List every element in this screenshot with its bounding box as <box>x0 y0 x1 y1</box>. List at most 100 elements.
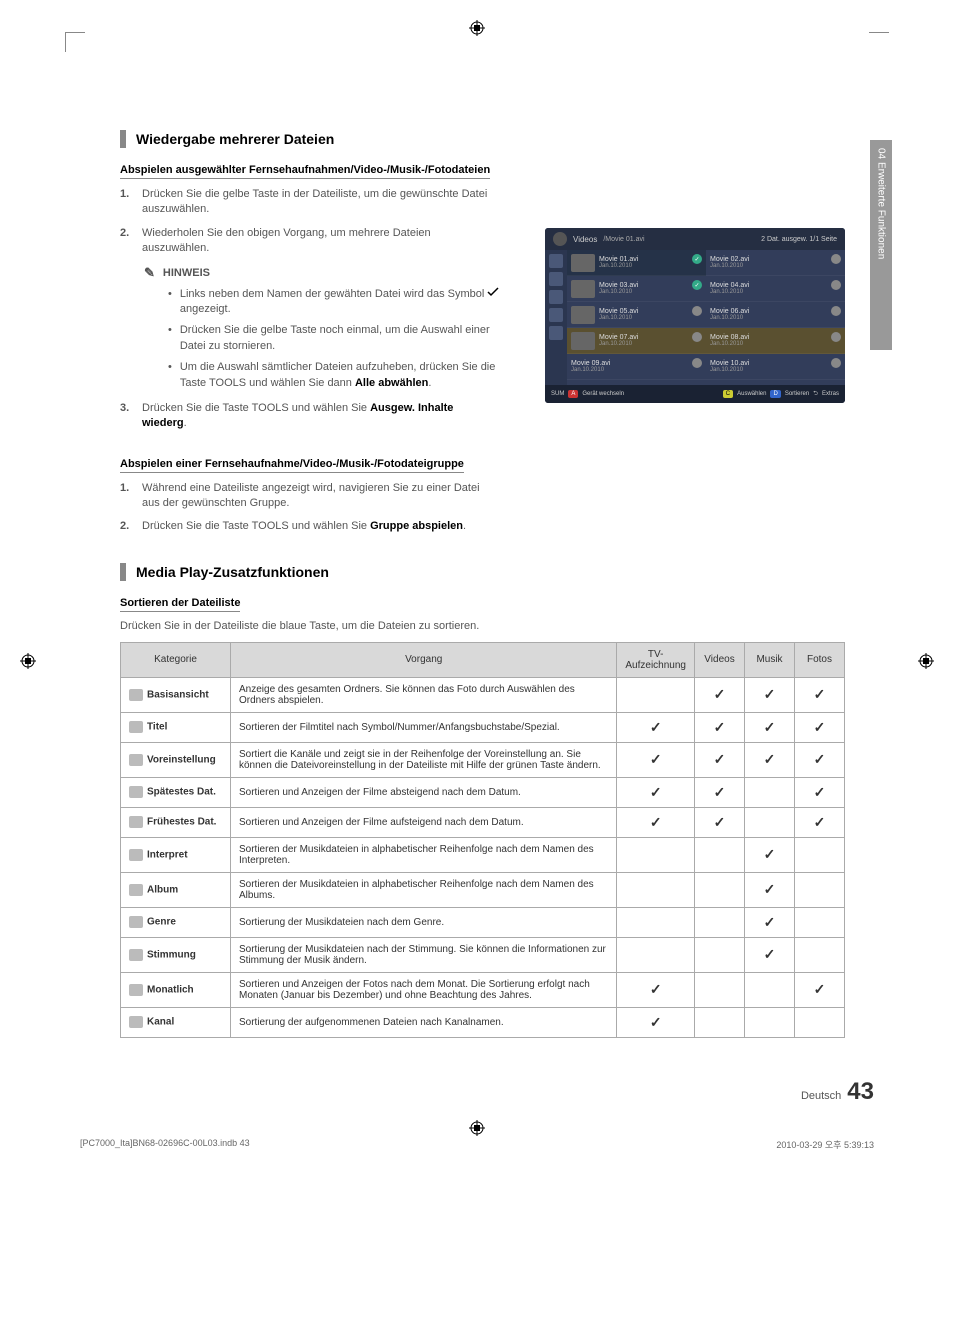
category-cell: Spätestes Dat. <box>121 777 231 807</box>
photos-cell: ✓ <box>795 712 845 742</box>
category-icon <box>129 721 143 733</box>
tv-cell <box>617 937 695 972</box>
media-check-icon: ✓ <box>692 254 702 264</box>
page-footer: Deutsch 43 <box>801 1078 874 1106</box>
media-item-date: Jan.10.2010 <box>599 315 702 321</box>
table-row: MonatlichSortieren und Anzeigen der Foto… <box>121 972 845 1007</box>
category-icon <box>129 984 143 996</box>
crop-mark-top <box>469 20 485 36</box>
table-row: TitelSortieren der Filmtitel nach Symbol… <box>121 712 845 742</box>
media-thumb <box>571 280 595 298</box>
media-path: /Movie 01.avi <box>603 236 644 243</box>
print-footer: [PC7000_Ita]BN68-02696C-00L03.indb 43 20… <box>80 1138 874 1151</box>
side-tab-label: Erweiterte Funktionen <box>876 162 887 259</box>
checkmark-icon: ✓ <box>764 686 776 703</box>
media-thumb <box>571 306 595 324</box>
crop-mark-bottom <box>469 1120 485 1136</box>
media-thumb <box>571 254 595 272</box>
media-item-name: Movie 05.avi <box>599 308 702 315</box>
videos-cell <box>695 872 745 907</box>
photos-cell: ✓ <box>795 742 845 777</box>
media-status: 2 Dat. ausgew. 1/1 Seite <box>761 236 837 243</box>
operation-cell: Sortiert die Kanäle und zeigt sie in der… <box>231 742 617 777</box>
page-crop-tr <box>869 32 889 52</box>
photos-cell: ✓ <box>795 777 845 807</box>
category-icon <box>129 689 143 701</box>
music-cell: ✓ <box>745 872 795 907</box>
footer-select: Auswählen <box>737 391 766 397</box>
videos-cell <box>695 907 745 937</box>
checkmark-icon: ✓ <box>764 719 776 736</box>
media-item-date: Jan.10.2010 <box>599 263 702 269</box>
step-2: 2. Drücken Sie die Taste TOOLS und wähle… <box>120 519 500 534</box>
category-cell: Monatlich <box>121 972 231 1007</box>
operation-cell: Sortieren der Musikdateien in alphabetis… <box>231 872 617 907</box>
media-item: Movie 04.aviJan.10.2010 <box>706 276 845 302</box>
media-item-date: Jan.10.2010 <box>710 341 841 347</box>
category-icon <box>129 816 143 828</box>
videos-cell: ✓ <box>695 712 745 742</box>
media-item-date: Jan.10.2010 <box>710 315 841 321</box>
hinweis-text: HINWEIS <box>163 267 210 279</box>
a-button-icon: A <box>568 390 578 398</box>
checkmark-icon: ✓ <box>814 751 826 768</box>
step-text: Drücken Sie die Taste <box>142 520 252 532</box>
media-item-date: Jan.10.2010 <box>710 263 841 269</box>
operation-cell: Sortieren und Anzeigen der Fotos nach de… <box>231 972 617 1007</box>
operation-cell: Sortierung der Musikdateien nach der Sti… <box>231 937 617 972</box>
section-title-text: Media Play-Zusatzfunktionen <box>136 564 329 580</box>
operation-cell: Sortieren der Musikdateien in alphabetis… <box>231 837 617 872</box>
media-item-date: Jan.10.2010 <box>710 367 841 373</box>
operation-cell: Sortierung der Musikdateien nach dem Gen… <box>231 907 617 937</box>
media-item-name: Movie 09.avi <box>571 360 702 367</box>
th-music: Musik <box>745 642 795 677</box>
print-filename: [PC7000_Ita]BN68-02696C-00L03.indb 43 <box>80 1138 250 1151</box>
bullet-text: Drücken Sie die gelbe Taste noch einmal,… <box>180 323 500 354</box>
tv-cell: ✓ <box>617 807 695 837</box>
checkmark-icon: ✓ <box>650 784 662 801</box>
category-cell: Kanal <box>121 1007 231 1037</box>
checkmark-icon: ✓ <box>650 1014 662 1031</box>
crop-mark-left <box>20 653 36 669</box>
intro-text: Drücken Sie in der Dateiliste die blaue … <box>120 620 845 632</box>
media-header: Videos /Movie 01.avi 2 Dat. ausgew. 1/1 … <box>545 228 845 250</box>
page-number: 43 <box>847 1078 874 1106</box>
step-text: und wählen Sie <box>289 402 370 414</box>
footer-extras: Extras <box>822 391 839 397</box>
media-item-name: Movie 02.avi <box>710 256 841 263</box>
bullet-item: • Drücken Sie die gelbe Taste noch einma… <box>168 323 500 354</box>
step-text: . <box>463 520 466 532</box>
step-text: Wiederholen Sie den obigen Vorgang, um m… <box>142 226 500 257</box>
note-icon: ✎ <box>144 265 155 281</box>
checkmark-icon: ✓ <box>764 914 776 931</box>
category-icon <box>129 1016 143 1028</box>
media-check-icon: ✓ <box>692 280 702 290</box>
step-text: Drücken Sie die Taste <box>142 402 252 414</box>
tv-cell <box>617 677 695 712</box>
videos-cell <box>695 837 745 872</box>
category-icon <box>129 884 143 896</box>
category-cell: Voreinstellung <box>121 742 231 777</box>
sidebar-icon <box>549 308 563 322</box>
media-item: Movie 09.aviJan.10.2010 <box>567 354 706 380</box>
photos-cell <box>795 1007 845 1037</box>
th-tv: TV-Aufzeichnung <box>617 642 695 677</box>
media-sidebar <box>545 250 567 385</box>
checkmark-icon: ✓ <box>764 881 776 898</box>
bullet-text: angezeigt. <box>180 303 231 315</box>
section-title-text: Wiedergabe mehrerer Dateien <box>136 131 334 147</box>
media-item-name: Movie 04.avi <box>710 282 841 289</box>
sidebar-icon <box>549 272 563 286</box>
category-icon <box>129 916 143 928</box>
bullet-icon: • <box>168 360 172 391</box>
videos-cell: ✓ <box>695 777 745 807</box>
music-cell <box>745 1007 795 1037</box>
print-timestamp: 2010-03-29 오후 5:39:13 <box>776 1138 874 1151</box>
footer-sort: Sortieren <box>785 391 809 397</box>
music-cell <box>745 777 795 807</box>
media-item: Movie 07.aviJan.10.2010 <box>567 328 706 354</box>
bullet-item: • Links neben dem Namen der gewähten Dat… <box>168 287 500 318</box>
media-item-date: Jan.10.2010 <box>599 341 702 347</box>
table-row: AlbumSortieren der Musikdateien in alpha… <box>121 872 845 907</box>
step-number: 3. <box>120 401 132 432</box>
